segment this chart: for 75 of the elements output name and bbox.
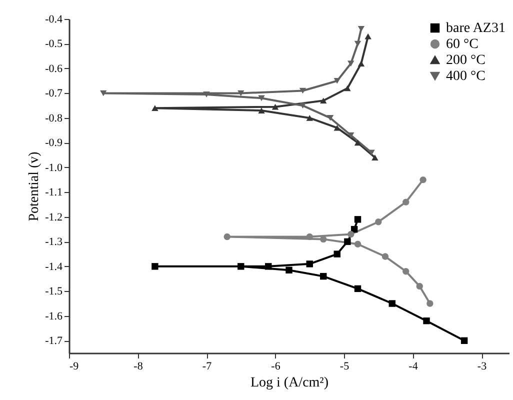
x-tick-label: -3 xyxy=(477,360,488,372)
point xyxy=(272,104,279,110)
point xyxy=(306,260,313,268)
x-tick-label: -7 xyxy=(202,360,212,372)
point xyxy=(258,95,265,102)
point xyxy=(375,218,382,226)
y-tick-label: -0.8 xyxy=(45,112,63,124)
point xyxy=(238,263,244,270)
point xyxy=(299,88,306,94)
y-tick-label: -0.9 xyxy=(45,137,63,150)
point xyxy=(420,176,426,184)
point xyxy=(344,85,351,92)
point xyxy=(224,233,230,240)
point xyxy=(238,90,244,96)
point xyxy=(320,98,327,104)
point xyxy=(334,78,340,84)
point xyxy=(348,230,354,238)
point xyxy=(306,233,313,240)
legend-label: 200 °C xyxy=(446,53,486,68)
point xyxy=(152,263,158,270)
legend-label: bare AZ31 xyxy=(446,21,506,36)
x-tick-label: -8 xyxy=(134,360,144,372)
point xyxy=(358,60,365,66)
y-tick-label: -0.6 xyxy=(45,62,63,75)
point xyxy=(100,90,107,96)
x-tick-label: -6 xyxy=(271,360,281,372)
point xyxy=(286,266,292,274)
point xyxy=(258,108,265,114)
point xyxy=(358,26,365,32)
point xyxy=(460,337,468,344)
y-tick-label: -1.0 xyxy=(45,162,63,174)
point xyxy=(354,216,362,223)
point xyxy=(320,236,327,243)
x-tick-label: -5 xyxy=(340,360,350,372)
y-tick-label: -0.4 xyxy=(45,14,63,26)
x-tick-label: -9 xyxy=(70,360,80,372)
point xyxy=(203,92,210,98)
point xyxy=(326,115,334,121)
y-tick-label: -1.1 xyxy=(45,186,62,199)
legend-label: 60 °C xyxy=(446,37,478,52)
point xyxy=(426,300,434,307)
x-tick-label: -4 xyxy=(408,360,418,372)
y-tick-label: -1.6 xyxy=(45,310,63,322)
point xyxy=(354,140,362,146)
point xyxy=(354,285,362,292)
y-tick-label: -1.7 xyxy=(45,335,63,348)
point xyxy=(320,272,327,280)
point xyxy=(152,105,158,111)
point xyxy=(372,154,378,160)
y-axis-title: Potential (v) xyxy=(27,151,42,222)
y-tick-label: -1.4 xyxy=(45,260,63,273)
y-tick-label: -1.2 xyxy=(45,211,62,224)
point xyxy=(265,263,272,270)
point xyxy=(416,282,423,290)
point xyxy=(402,268,410,275)
point xyxy=(348,132,354,138)
x-axis-title: Log i (A/cm²) xyxy=(250,376,329,390)
point xyxy=(299,102,306,108)
legend-label: 400 °C xyxy=(446,69,486,84)
point xyxy=(344,238,351,246)
point xyxy=(334,250,340,258)
point xyxy=(334,124,340,131)
point xyxy=(306,115,313,121)
point xyxy=(388,300,396,307)
point xyxy=(402,198,410,206)
point xyxy=(364,33,372,40)
y-tick-label: -0.7 xyxy=(45,88,63,100)
point xyxy=(382,253,389,260)
y-tick-label: -0.5 xyxy=(45,38,63,50)
point xyxy=(423,317,430,324)
y-tick-label: -1.3 xyxy=(45,236,63,248)
point xyxy=(354,40,362,47)
point xyxy=(354,240,362,248)
point xyxy=(348,60,354,66)
y-tick-label: -1.5 xyxy=(45,286,63,298)
